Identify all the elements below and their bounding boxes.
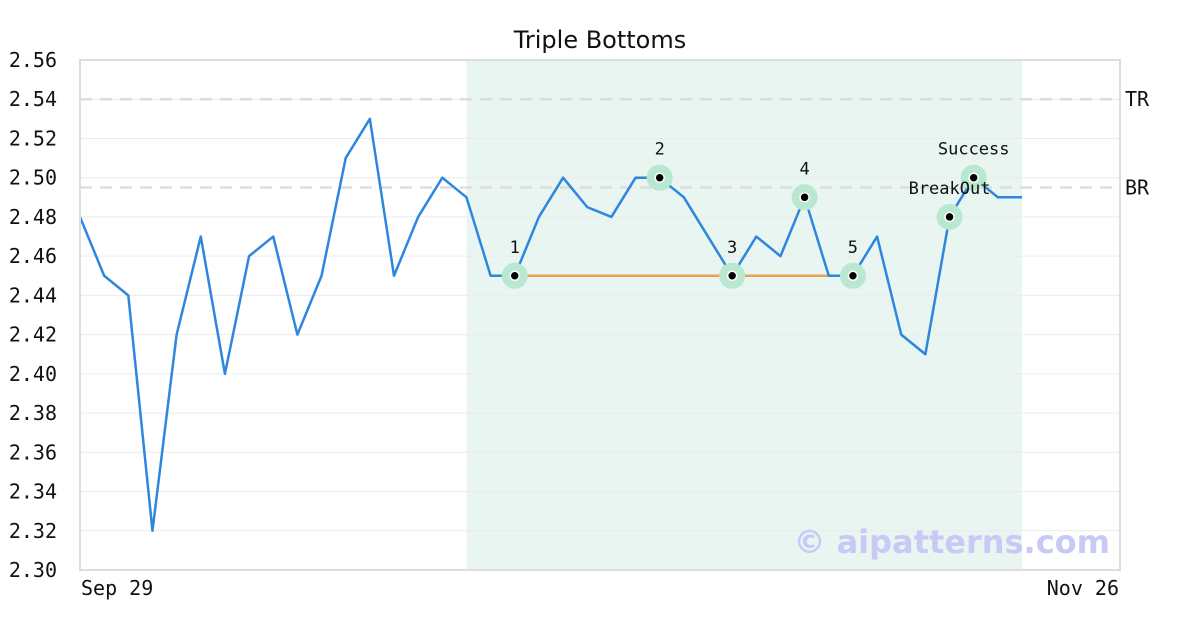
pattern-region xyxy=(466,60,1022,570)
level-label-tr: TR xyxy=(1125,87,1150,111)
x-tick-label-end: Nov 26 xyxy=(1047,576,1119,600)
y-tick-label: 2.44 xyxy=(9,283,57,307)
annotation-layer: 1 2 3 4 5 BreakOut Success xyxy=(510,140,1010,258)
annotation-label: 2 xyxy=(655,140,665,160)
grid-layer xyxy=(80,98,1120,532)
marker-point xyxy=(726,270,738,282)
marker-point xyxy=(509,270,521,282)
y-tick-label: 2.42 xyxy=(9,323,57,347)
y-tick-label: 2.30 xyxy=(9,558,57,582)
marker-point xyxy=(799,192,810,203)
y-tick-label: 2.46 xyxy=(9,244,57,268)
marker-point xyxy=(944,211,955,223)
price-series-line xyxy=(78,117,1022,533)
marker-point xyxy=(847,270,859,282)
level-label-br: BR xyxy=(1125,176,1150,200)
annotation-label: 4 xyxy=(799,159,809,179)
annotation-label: Success xyxy=(938,140,1010,160)
level-lines-layer: TR BR xyxy=(80,87,1150,200)
annotation-label: 5 xyxy=(848,238,858,258)
annotation-label: 3 xyxy=(727,238,737,258)
plot-frame xyxy=(79,59,1121,571)
y-tick-label: 2.48 xyxy=(9,205,57,229)
y-tick-label: 2.54 xyxy=(9,87,57,111)
series-layer xyxy=(78,117,1022,533)
chart-title: Triple Bottoms xyxy=(513,26,687,54)
marker-point xyxy=(968,172,979,183)
annotation-label: BreakOut xyxy=(909,179,991,199)
y-tick-label: 2.34 xyxy=(9,480,57,504)
y-tick-label: 2.38 xyxy=(9,401,57,425)
x-tick-label-start: Sep 29 xyxy=(81,576,153,600)
y-tick-label: 2.40 xyxy=(9,362,57,386)
y-tick-label: 2.32 xyxy=(9,519,57,543)
y-tick-label: 2.52 xyxy=(9,126,57,150)
pattern-region-layer xyxy=(466,60,1022,570)
watermark: © aipatterns.com xyxy=(793,523,1110,561)
marker-point xyxy=(654,172,665,183)
annotation-label: 1 xyxy=(510,238,520,258)
y-tick-label: 2.56 xyxy=(9,48,57,72)
y-tick-label: 2.50 xyxy=(9,166,57,190)
axis-ticks-layer: 2.30 2.32 2.34 2.36 2.38 2.40 2.42 2.44 2.46 2.48… xyxy=(9,48,1119,600)
marker-layer xyxy=(501,164,987,289)
y-tick-label: 2.36 xyxy=(9,440,57,464)
